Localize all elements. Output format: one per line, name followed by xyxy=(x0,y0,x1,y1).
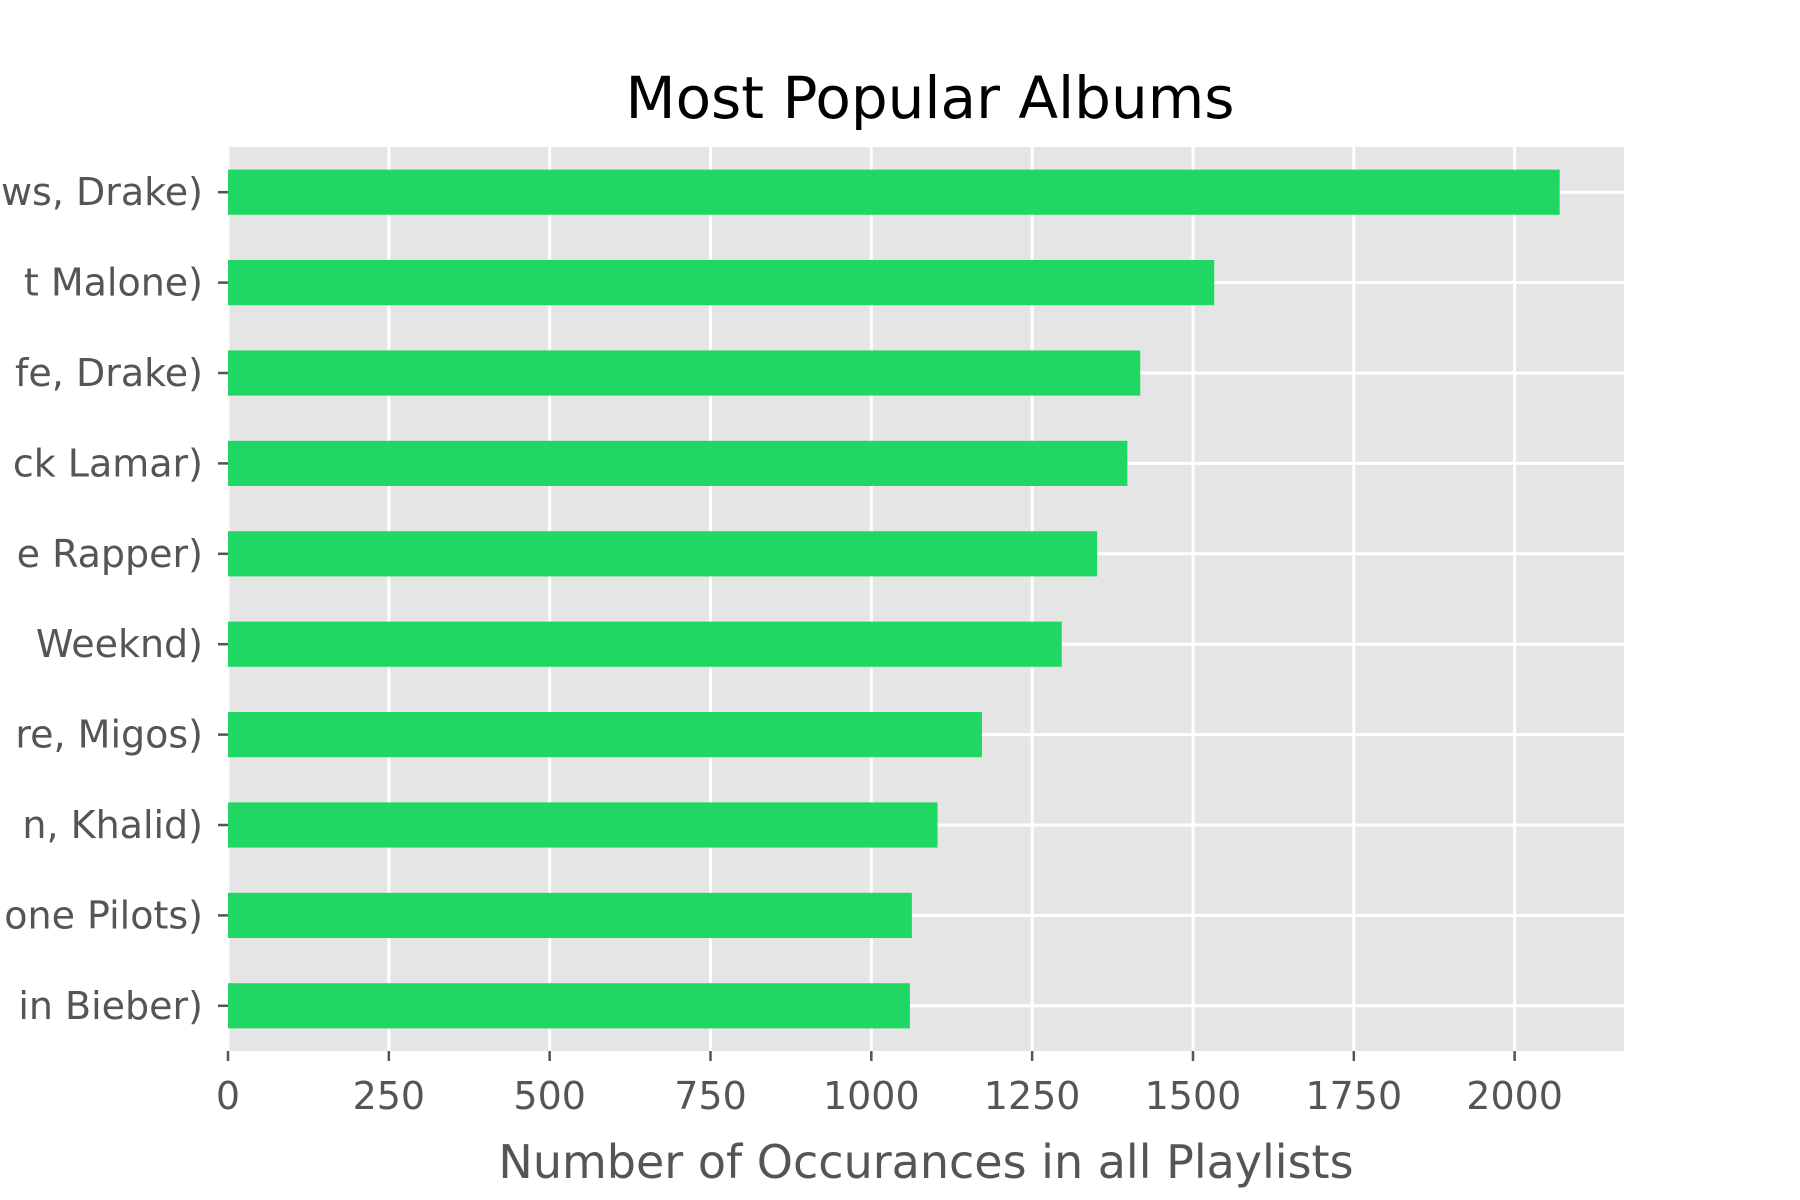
bar xyxy=(228,621,1062,667)
bar xyxy=(228,892,912,938)
y-tick-label: ck Lamar) xyxy=(13,441,203,485)
y-tick-label: Weeknd) xyxy=(36,622,203,666)
bar xyxy=(228,802,938,848)
bar xyxy=(228,531,1098,577)
y-axis-ticks: ws, Drake) t Malone) fe, Drake) ck Lamar) e … xyxy=(1,170,228,1028)
bars xyxy=(228,169,1560,1029)
x-tick-label: 750 xyxy=(674,1074,747,1118)
x-axis-ticks: 0 250 500 750 1000 1250 1500 1750 2000 xyxy=(216,1051,1563,1118)
x-tick-label: 1250 xyxy=(984,1074,1081,1118)
x-tick-label: 1750 xyxy=(1305,1074,1402,1118)
x-tick-label: 1000 xyxy=(823,1074,920,1118)
y-tick-label: re, Migos) xyxy=(15,713,203,757)
x-tick-label: 500 xyxy=(513,1074,586,1118)
bar xyxy=(228,350,1141,396)
y-tick-label: fe, Drake) xyxy=(15,351,203,395)
bar xyxy=(228,983,910,1029)
x-tick-label: 2000 xyxy=(1466,1074,1563,1118)
y-tick-label: one Pilots) xyxy=(4,893,203,937)
y-tick-label: e Rapper) xyxy=(17,532,203,576)
x-tick-label: 250 xyxy=(353,1074,426,1118)
y-tick-label: t Malone) xyxy=(24,261,203,305)
y-tick-label: ws, Drake) xyxy=(1,170,203,214)
bar xyxy=(228,260,1215,306)
bar xyxy=(228,712,982,758)
x-tick-label: 0 xyxy=(216,1074,240,1118)
y-tick-label: in Bieber) xyxy=(18,984,203,1028)
y-tick-label: n, Khalid) xyxy=(22,803,203,847)
x-tick-label: 1500 xyxy=(1145,1074,1242,1118)
bar xyxy=(228,169,1560,215)
bar xyxy=(228,440,1128,486)
x-axis-label: Number of Occurances in all Playlists xyxy=(498,1135,1353,1189)
chart-title: Most Popular Albums xyxy=(626,64,1235,132)
